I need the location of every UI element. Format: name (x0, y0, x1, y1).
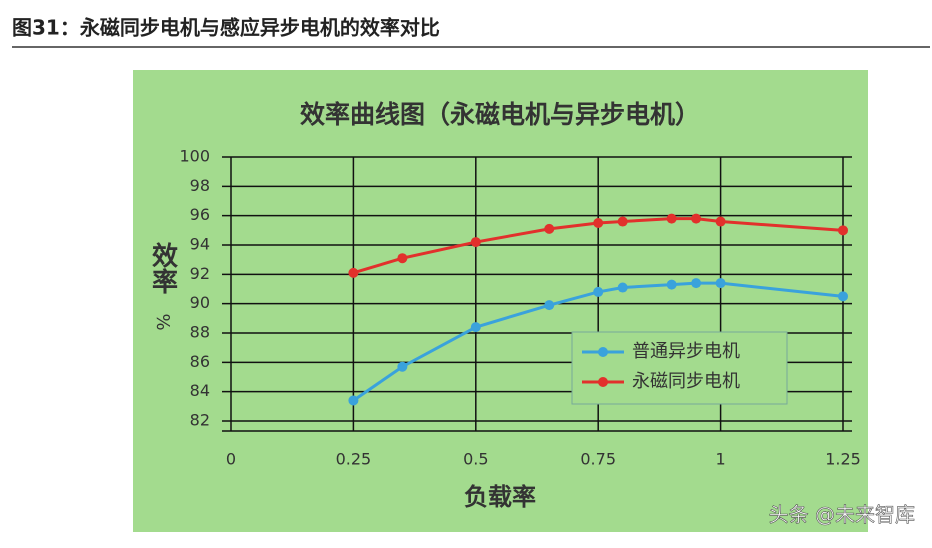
x-tick-label: 0.5 (463, 450, 488, 469)
y-tick-label: 92 (190, 264, 210, 283)
data-point (838, 291, 848, 302)
legend-box (571, 331, 788, 405)
y-tick-label: 94 (190, 235, 210, 254)
data-point (617, 216, 628, 227)
y-tick-label: 84 (190, 381, 210, 400)
data-point (593, 286, 604, 297)
data-point (666, 213, 677, 224)
x-tick-label: 1.25 (825, 450, 861, 469)
y-axis-unit: % (152, 313, 173, 330)
watermark: 头条 @未来智库 (769, 503, 915, 527)
data-point (691, 278, 702, 289)
legend-marker (598, 347, 608, 357)
page-title: 图31：永磁同步电机与感应异步电机的效率对比 (12, 16, 440, 40)
data-point (470, 322, 481, 333)
data-point (593, 218, 604, 228)
data-point (838, 225, 848, 236)
x-tick-label: 0 (226, 450, 236, 469)
data-point (544, 223, 555, 234)
y-tick-label: 86 (190, 352, 210, 371)
data-point (666, 279, 677, 290)
data-point (617, 282, 628, 293)
data-point (348, 267, 359, 278)
x-tick-label: 0.25 (336, 450, 372, 469)
series-line (352, 281, 844, 402)
data-point (691, 213, 702, 224)
y-tick-label: 98 (190, 176, 210, 195)
legend-label: 永磁同步电机 (632, 371, 740, 392)
chart-background (133, 70, 868, 532)
data-point (715, 278, 726, 289)
x-tick-label: 0.75 (580, 450, 616, 469)
x-tick-label: 1 (716, 450, 726, 469)
data-point (348, 395, 359, 406)
data-point (397, 361, 408, 372)
data-point (544, 300, 555, 311)
y-tick-label: 100 (179, 147, 210, 166)
series-line (352, 217, 844, 275)
data-point (470, 237, 481, 248)
y-axis-label: 效率 (148, 241, 178, 294)
y-tick-label: 96 (190, 205, 210, 224)
chart-title: 效率曲线图（永磁电机与异步电机） (300, 100, 700, 129)
data-point (397, 253, 408, 264)
y-tick-label: 90 (190, 293, 210, 312)
x-axis-label: 负载率 (464, 483, 536, 511)
legend-marker (598, 377, 608, 387)
y-tick-label: 82 (190, 411, 210, 430)
legend-label: 普通异步电机 (632, 341, 740, 362)
y-tick-label: 88 (190, 323, 210, 342)
data-point (715, 216, 726, 227)
